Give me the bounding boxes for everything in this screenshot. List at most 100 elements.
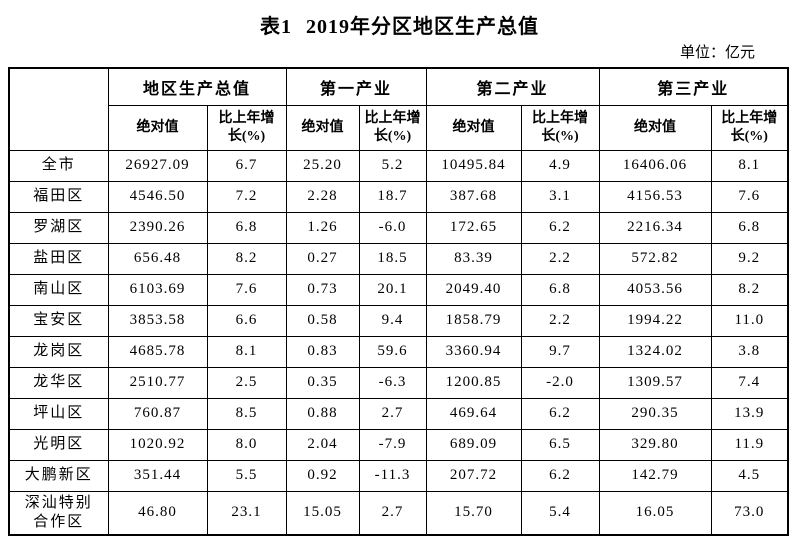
value-cell: 8.2 [710,273,789,306]
value-cell: 4.5 [710,459,789,492]
value-cell: 0.73 [285,273,360,306]
value-cell: 6.8 [710,211,789,244]
table-row: 坪山区 760.87 8.5 0.88 2.7 469.64 6.2 290.35 13.9 [8,397,789,430]
value-cell: -6.3 [358,366,427,399]
table-row: 大鹏新区 351.44 5.5 0.92 -11.3 207.72 6.2 142.79 4.5 [8,459,789,492]
value-cell: 6.2 [520,211,600,244]
table-row: 罗湖区 2390.26 6.8 1.26 -6.0 172.65 6.2 2216.34 6.8 [8,211,789,244]
value-cell: 2510.77 [107,366,208,399]
value-cell: 6.2 [520,459,600,492]
header-group-row: 地区生产总值 第一产业 第二产业 第三产业 [8,67,789,151]
value-cell: 13.9 [710,397,789,430]
group-header-primary-industry: 第一产业 [285,67,427,106]
unit-label: 单位：亿元 [679,45,755,61]
value-cell: 2.2 [520,304,600,337]
value-cell: 329.80 [598,428,712,461]
value-cell: 83.39 [425,242,522,275]
value-cell: 8.1 [206,335,287,368]
value-cell: 290.35 [598,397,712,430]
value-cell: 3853.58 [107,304,208,337]
sub-header-absolute: 绝对值 [425,104,522,151]
value-cell: 11.0 [710,304,789,337]
region-label: 盐田区 [8,242,109,275]
table-row: 南山区 6103.69 7.6 0.73 20.1 2049.40 6.8 4053.56 8.… [8,273,789,306]
table-row: 光明区 1020.92 8.0 2.04 -7.9 689.09 6.5 329.80 11.9 [8,428,789,461]
region-label: 龙岗区 [8,335,109,368]
gdp-table: 地区生产总值 第一产业 第二产业 第三产业 绝对值 比上年增 长(%) 绝对值 … [8,67,790,536]
value-cell: 8.1 [710,149,789,182]
value-cell: -2.0 [520,366,600,399]
header-sub-row: 绝对值 比上年增 长(%) 绝对值 比上年增 长(%) 绝对值 比上年增 长(%… [9,104,789,151]
value-cell: 3360.94 [425,335,522,368]
value-cell: 18.5 [358,242,427,275]
sub-header-growth: 比上年增 长(%) [520,104,600,151]
value-cell: 1994.22 [598,304,712,337]
value-cell: 469.64 [425,397,522,430]
value-cell: 2.2 [520,242,600,275]
value-cell: 6.2 [520,397,600,430]
value-cell: 1324.02 [598,335,712,368]
value-cell: 8.5 [206,397,287,430]
corner-cell [8,67,109,151]
value-cell: 2.28 [285,180,360,213]
value-cell: 7.2 [206,180,287,213]
value-cell: -7.9 [358,428,427,461]
region-label: 全市 [8,149,109,182]
value-cell: 5.5 [206,459,287,492]
value-cell: 0.83 [285,335,360,368]
region-label: 宝安区 [8,304,109,337]
value-cell: 656.48 [107,242,208,275]
value-cell: 760.87 [107,397,208,430]
value-cell: 6.7 [206,149,287,182]
value-cell: 2049.40 [425,273,522,306]
value-cell: 7.4 [710,366,789,399]
value-cell: 689.09 [425,428,522,461]
value-cell: 1200.85 [425,366,522,399]
value-cell: 25.20 [285,149,360,182]
region-label: 南山区 [8,273,109,306]
value-cell: 3.1 [520,180,600,213]
region-label: 光明区 [8,428,109,461]
table-caption: 表1 2019年分区地区生产总值 [0,0,799,40]
table-row: 龙岗区 4685.78 8.1 0.83 59.6 3360.94 9.7 1324.02 3.… [8,335,789,368]
region-label: 龙华区 [8,366,109,399]
value-cell: 207.72 [425,459,522,492]
value-cell: 11.9 [710,428,789,461]
table-row: 全市 26927.09 6.7 25.20 5.2 10495.84 4.9 16406.06… [8,149,789,182]
value-cell: 0.27 [285,242,360,275]
value-cell: 572.82 [598,242,712,275]
sub-header-growth: 比上年增 长(%) [358,104,427,151]
value-cell: 142.79 [598,459,712,492]
value-cell: 2.7 [358,490,427,535]
value-cell: 351.44 [107,459,208,492]
value-cell: 4685.78 [107,335,208,368]
value-cell: 26927.09 [107,149,208,182]
value-cell: 9.7 [520,335,600,368]
value-cell: -6.0 [358,211,427,244]
value-cell: 6.5 [520,428,600,461]
value-cell: 1858.79 [425,304,522,337]
region-label: 罗湖区 [8,211,109,244]
value-cell: 0.92 [285,459,360,492]
value-cell: 18.7 [358,180,427,213]
value-cell: 2.5 [206,366,287,399]
sub-header-growth: 比上年增 长(%) [710,104,789,151]
value-cell: 4546.50 [107,180,208,213]
value-cell: 1020.92 [107,428,208,461]
region-label: 坪山区 [8,397,109,430]
value-cell: 16406.06 [598,149,712,182]
sub-header-absolute: 绝对值 [107,104,208,151]
value-cell: 2216.34 [598,211,712,244]
value-cell: 16.05 [598,490,712,535]
value-cell: 59.6 [358,335,427,368]
value-cell: 1309.57 [598,366,712,399]
region-label: 大鹏新区 [8,459,109,492]
value-cell: 6103.69 [107,273,208,306]
sub-header-growth: 比上年增 长(%) [206,104,287,151]
value-cell: 9.4 [358,304,427,337]
value-cell: 4053.56 [598,273,712,306]
value-cell: 2.7 [358,397,427,430]
value-cell: 9.2 [710,242,789,275]
value-cell: 23.1 [206,490,287,535]
